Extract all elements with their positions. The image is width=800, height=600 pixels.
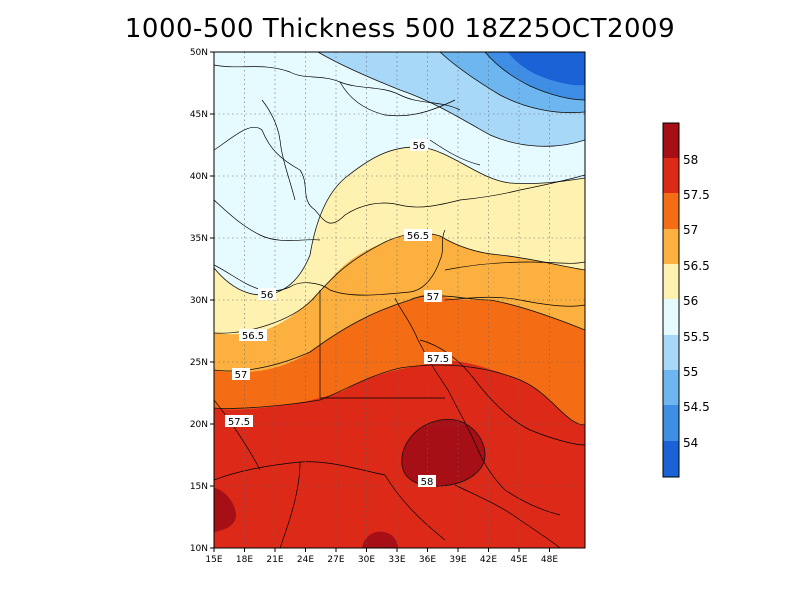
lon-label-15e: 15E (205, 555, 222, 565)
axis-ticks (210, 51, 550, 552)
lon-label-18e: 18E (236, 555, 253, 565)
contour-label-56-5-east: 56.5 (404, 229, 432, 242)
svg-text:56: 56 (261, 290, 274, 301)
colorbar-label-57-5: 57.5 (683, 188, 710, 202)
svg-text:56: 56 (413, 141, 426, 152)
colorbar-swatch-54 (663, 405, 679, 441)
lat-label-40n: 40N (190, 172, 208, 182)
colorbar-swatch-55-5 (663, 299, 679, 335)
contour-label-56-5-west: 56.5 (239, 329, 267, 342)
chart-title: 1000-500 Thickness 500 18Z25OCT2009 (124, 14, 676, 44)
svg-text:56.5: 56.5 (242, 331, 264, 342)
longitude-labels: 15E 18E 21E 24E 27E 30E 33E 36E 39E 42E … (205, 555, 558, 565)
contour-label-57-east: 57 (424, 290, 442, 303)
lon-label-21e: 21E (266, 555, 283, 565)
band-58-west (214, 488, 236, 532)
colorbar-swatch-55 (663, 335, 679, 370)
lon-label-27e: 27E (327, 555, 344, 565)
lat-label-45n: 45N (190, 110, 208, 120)
svg-text:57: 57 (427, 292, 440, 303)
contour-label-56-lower: 56 (258, 288, 276, 301)
latitude-labels: 50N 45N 40N 35N 30N 25N 20N 15N 10N (190, 48, 208, 554)
lat-label-20n: 20N (190, 420, 208, 430)
colorbar-label-54: 54 (683, 436, 698, 450)
lon-label-24e: 24E (297, 555, 314, 565)
colorbar-swatch-54-5 (663, 370, 679, 405)
lon-label-42e: 42E (480, 555, 497, 565)
contour-label-57-5-west: 57.5 (225, 415, 253, 428)
lon-label-48e: 48E (541, 555, 558, 565)
colorbar-frame (662, 122, 680, 478)
svg-text:57.5: 57.5 (427, 354, 449, 365)
contour-label-58: 58 (418, 475, 436, 488)
contour-label-56-upper: 56 (410, 139, 428, 152)
lon-label-36e: 36E (419, 555, 436, 565)
band-53-5 (508, 52, 585, 86)
contour-label-group: 56 56 56.5 56.5 57 57 57.5 57.5 (225, 139, 452, 488)
thickness-fill-layer (214, 52, 585, 548)
colorbar-label-54-5: 54.5 (683, 400, 710, 414)
lon-label-39e: 39E (449, 555, 466, 565)
lon-label-45e: 45E (510, 555, 527, 565)
lat-label-35n: 35N (190, 234, 208, 244)
lat-label-10n: 10N (190, 544, 208, 554)
colorbar-swatch-58 (663, 123, 679, 158)
colorbar-label-56: 56 (683, 294, 698, 308)
contour-label-57-5-east: 57.5 (424, 352, 452, 365)
band-58-east-africa (401, 419, 485, 487)
graticule (214, 52, 585, 548)
colorbar-label-56-5: 56.5 (683, 259, 710, 273)
colorbar-swatch-53-5 (663, 441, 679, 477)
svg-text:57: 57 (235, 370, 248, 381)
colorbar: 58 57.5 57 56.5 56 55.5 55 54.5 54 (662, 122, 710, 478)
colorbar-label-55: 55 (683, 365, 698, 379)
colorbar-swatch-57-5 (663, 158, 679, 193)
colorbar-swatch-56-5 (663, 229, 679, 264)
colorbar-label-57: 57 (683, 223, 698, 237)
contour-label-57-west: 57 (232, 368, 250, 381)
lon-label-33e: 33E (388, 555, 405, 565)
coastlines-borders (214, 64, 585, 548)
colorbar-swatch-56 (663, 264, 679, 299)
lat-label-15n: 15N (190, 482, 208, 492)
colorbar-label-55-5: 55.5 (683, 330, 710, 344)
svg-text:56.5: 56.5 (407, 231, 429, 242)
lon-label-30e: 30E (358, 555, 375, 565)
colorbar-swatch-57 (663, 193, 679, 229)
colorbar-label-58: 58 (683, 153, 698, 167)
svg-text:58: 58 (421, 477, 434, 488)
lat-label-25n: 25N (190, 358, 208, 368)
band-58-south (362, 531, 398, 548)
lat-label-30n: 30N (190, 296, 208, 306)
svg-text:57.5: 57.5 (228, 417, 250, 428)
lat-label-50n: 50N (190, 48, 208, 58)
